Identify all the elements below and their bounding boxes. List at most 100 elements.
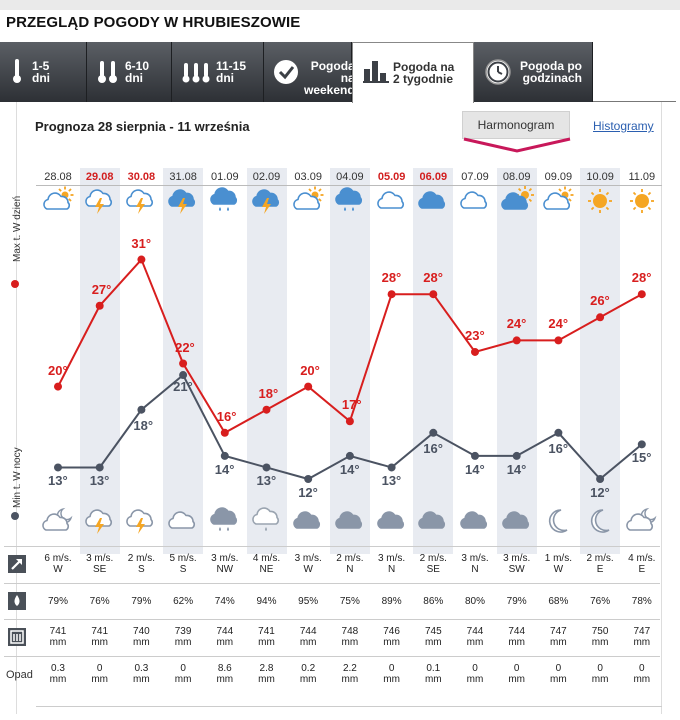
min-temp-label: 14°: [214, 461, 235, 477]
day-date-label: 04.09: [336, 171, 364, 183]
moon-cloud-outline-icon: [625, 506, 657, 532]
wind-row-cell: 3 m/s. SE: [86, 553, 114, 575]
tab-label-line2: 2 tygodnie: [393, 72, 454, 86]
pressure-row-cell: 746 mm: [383, 626, 400, 648]
humidity-row-cell: 79%: [131, 596, 152, 607]
precipitation-row-cell: 0 mm: [174, 663, 192, 685]
harmonogram-button[interactable]: Harmonogram: [462, 111, 570, 139]
sun-icon: [583, 186, 613, 213]
tab-label: 1-5 dni: [32, 60, 50, 84]
wind-row-cell: 3 m/s. W: [294, 553, 322, 575]
wind-row-cell: 4 m/s. E: [628, 553, 656, 575]
cloud-filled-icon: [458, 506, 488, 532]
max-temp-label: 22°: [175, 339, 195, 355]
min-temp-label: 13°: [256, 473, 277, 489]
tab-label-line2: weekend: [304, 83, 355, 97]
precipitation-row: Opad 0.3 mm 0 mm 0.3 mm 0 mm 8.6 mm 2.8 mm 0.2 mm 2.2 mm…: [4, 656, 660, 692]
humidity-row-cell: 68%: [548, 596, 569, 607]
pressure-row-cell: 744 mm: [466, 626, 484, 648]
precipitation-row-cell: 0 mm: [508, 663, 526, 685]
active-view-indicator: [463, 137, 571, 153]
wind-row-cell: 2 m/s. E: [586, 553, 614, 575]
humidity-row-cell: 79%: [506, 596, 527, 607]
tab-4[interactable]: Pogoda na weekend: [264, 42, 355, 102]
humidity-row-cell: 95%: [298, 596, 319, 607]
wind-row: 6 m/s. W 3 m/s. SE 2 m/s. S 5 m/s. S 3 m/s. NW 4 m…: [4, 546, 660, 582]
pressure-row-cell: 741 mm: [91, 626, 109, 648]
precipitation-row-cell: 0 mm: [633, 663, 651, 685]
max-temp-label: 20°: [300, 362, 320, 378]
pressure-row-cell: 750 mm: [591, 626, 609, 648]
histogramy-link[interactable]: Histogramy: [593, 119, 654, 133]
tab-3[interactable]: 11-15 dni: [172, 42, 264, 102]
tab-5[interactable]: Pogoda na 2 tygodnie: [352, 42, 474, 103]
min-axis-label: Min t. W nocy: [12, 447, 23, 508]
day-date-label: 09.09: [544, 171, 573, 183]
rain-cloud-filled-icon: [208, 506, 238, 532]
day-date-label: 06.09: [419, 171, 448, 183]
pressure-row-cell: 741 mm: [258, 626, 275, 648]
tab-6[interactable]: Pogoda po godzinach: [474, 42, 593, 102]
tab-2[interactable]: 6-10 dni: [87, 42, 172, 102]
thunder-cloud-outline-icon: [83, 186, 113, 214]
pressure-gauge-icon: [8, 628, 26, 646]
day-date-label: 01.09: [211, 171, 239, 183]
page-title: PRZEGLĄD POGODY W HRUBIESZOWIE: [6, 14, 301, 31]
day-date-label: 08.09: [502, 171, 531, 183]
humidity-drop-icon: [8, 592, 26, 610]
day-date-label: 10.09: [586, 171, 614, 183]
tab-label-line2: dni: [216, 71, 234, 85]
min-temp-label: 12°: [590, 485, 610, 500]
day-strip: [496, 168, 537, 554]
thunder-cloud-outline-icon: [124, 186, 154, 214]
wind-row-cell: 4 m/s. NE: [252, 553, 281, 575]
tab-label-line1: 6-10: [125, 59, 150, 73]
thunder-cloud-filled-icon: [166, 186, 196, 214]
max-temp-label: 23°: [465, 327, 485, 343]
min-temp-label: 13°: [381, 473, 402, 489]
tab-1[interactable]: 1-5 dni: [0, 42, 87, 102]
max-temp-label: 24°: [548, 316, 569, 332]
day-date-label: 02.09: [252, 171, 281, 183]
wind-row-cell: 3 m/s. N: [461, 553, 489, 575]
precipitation-row-cell: 0 mm: [91, 663, 109, 685]
humidity-row-cell: 62%: [173, 596, 194, 607]
partly-cloudy-outline-icon: [541, 186, 574, 212]
pressure-row: 741 mm 741 mm 740 mm 739 mm 744 mm 741 mm 744 mm 748 mm…: [4, 619, 660, 655]
max-temp-label: 28°: [423, 270, 443, 286]
day-strip: [413, 168, 454, 554]
pressure-row-cell: 744 mm: [299, 626, 317, 648]
max-temp-label: 20°: [48, 362, 68, 378]
wind-direction-icon: [8, 555, 26, 573]
rain-cloud-filled-icon: [208, 186, 238, 212]
min-temp-label: 21°: [173, 379, 193, 395]
max-temp-label: 24°: [506, 316, 527, 332]
humidity-row-cell: 76%: [89, 596, 110, 607]
day-date-label: 07.09: [461, 171, 489, 183]
thunder-cloud-outline-icon: [83, 506, 113, 534]
precipitation-row-cell: 0.1 mm: [424, 663, 442, 685]
wind-row-cell: 3 m/s. SW: [503, 553, 531, 575]
bottom-divider: [36, 706, 662, 707]
tab-label-line1: Pogoda po: [520, 59, 582, 73]
day-strip: [163, 168, 204, 554]
day-date-label: 29.08: [85, 171, 114, 183]
top-bar: [0, 0, 680, 10]
humidity-row-cell: 76%: [590, 596, 611, 607]
wind-row-cell: 3 m/s. NW: [211, 553, 239, 575]
day-strip: [329, 168, 370, 554]
humidity-row-cell: 79%: [47, 596, 68, 607]
min-temp-label: 13°: [89, 473, 110, 489]
day-date-label: 30.08: [127, 171, 156, 183]
max-temp-label: 28°: [631, 270, 652, 286]
pressure-row-cell: 745 mm: [424, 626, 442, 648]
thermometer-triple-icon: [182, 58, 212, 89]
crescent-moon-icon: [583, 506, 613, 533]
wind-row-cell: 2 m/s. SE: [419, 553, 447, 575]
wind-row-cell: 5 m/s. S: [169, 553, 197, 575]
max-temp-label: 16°: [216, 408, 237, 424]
tab-label-line1: Pogoda na: [393, 60, 455, 74]
min-temp-label: 13°: [48, 473, 68, 489]
day-strip: [79, 168, 120, 554]
precipitation-row-cell: 2.8 mm: [258, 663, 275, 685]
